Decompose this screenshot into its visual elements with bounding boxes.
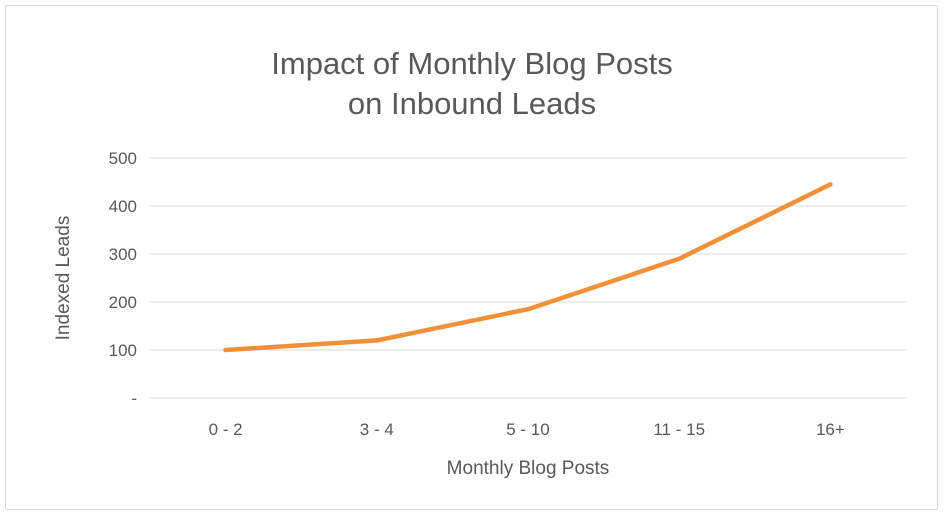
y-tick-label: 300 xyxy=(109,245,137,264)
data-point xyxy=(677,256,682,261)
x-tick-label: 16+ xyxy=(816,420,845,439)
y-tick-label: 400 xyxy=(109,197,137,216)
x-axis-ticks: 0 - 2 3 - 4 5 - 10 11 - 15 16+ xyxy=(209,420,845,439)
data-point xyxy=(526,307,530,312)
y-tick-label: 200 xyxy=(109,293,137,312)
y-tick-label: 500 xyxy=(109,149,137,168)
x-tick-label: 5 - 10 xyxy=(506,420,549,439)
x-axis-label: Monthly Blog Posts xyxy=(447,458,610,479)
chart-subtitle: on Inbound Leads xyxy=(348,86,596,121)
data-point xyxy=(223,348,228,352)
x-tick-label: 11 - 15 xyxy=(653,420,705,439)
x-tick-label: 0 - 2 xyxy=(209,420,243,439)
gridlines xyxy=(150,157,906,399)
series-line xyxy=(223,182,833,353)
y-tick-label: 100 xyxy=(109,341,137,360)
chart-frame xyxy=(5,5,938,510)
data-point xyxy=(828,182,833,187)
y-axis-label: Indexed Leads xyxy=(53,216,74,341)
x-tick-label: 3 - 4 xyxy=(360,420,394,439)
data-point xyxy=(374,338,379,343)
y-tick-label: - xyxy=(131,389,137,408)
y-axis-ticks: - 100 200 300 400 500 xyxy=(109,149,137,408)
series-layer xyxy=(223,182,833,353)
chart-title: Impact of Monthly Blog Posts xyxy=(271,46,672,81)
